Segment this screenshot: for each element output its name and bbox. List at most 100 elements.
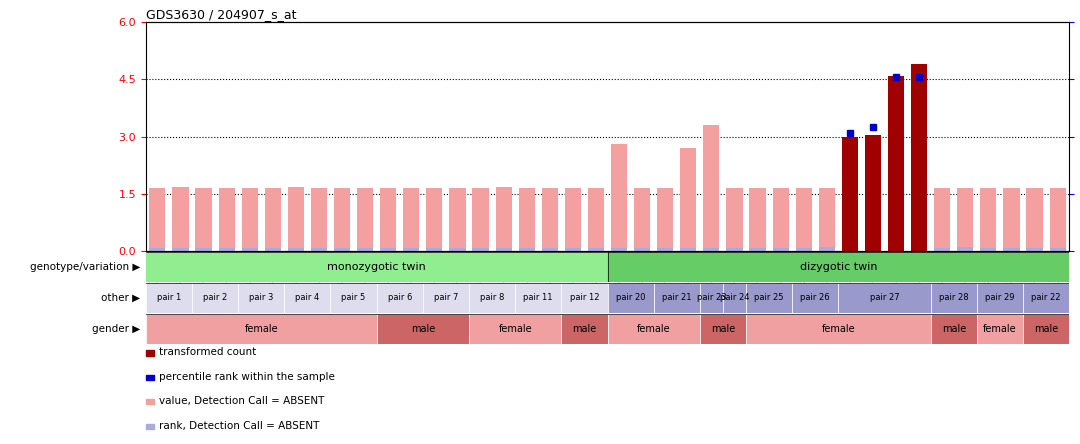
Text: value, Detection Call = ABSENT: value, Detection Call = ABSENT <box>159 396 324 406</box>
Bar <box>311 188 327 251</box>
Text: pair 11: pair 11 <box>524 293 553 302</box>
Bar <box>680 248 697 251</box>
Bar <box>284 283 330 313</box>
Bar <box>357 248 374 251</box>
Bar <box>242 248 258 251</box>
Bar <box>518 248 535 251</box>
Bar <box>838 283 931 313</box>
Bar <box>611 144 627 251</box>
Bar <box>1050 248 1066 251</box>
Bar <box>427 188 443 251</box>
Text: pair 1: pair 1 <box>157 293 181 302</box>
Text: pair 21: pair 21 <box>662 293 691 302</box>
Bar <box>657 188 673 251</box>
Bar <box>562 314 608 344</box>
Bar <box>380 188 396 251</box>
Bar <box>403 188 419 251</box>
Bar <box>496 187 512 251</box>
Bar <box>931 283 977 313</box>
Bar <box>793 283 838 313</box>
Text: pair 6: pair 6 <box>388 293 411 302</box>
Bar <box>146 283 192 313</box>
Text: male: male <box>572 324 596 334</box>
Bar <box>330 283 377 313</box>
Text: pair 26: pair 26 <box>800 293 831 302</box>
Bar <box>977 283 1023 313</box>
Bar <box>377 314 469 344</box>
Bar <box>427 248 443 251</box>
Text: pair 29: pair 29 <box>985 293 1015 302</box>
Bar <box>1026 188 1042 251</box>
Text: transformed count: transformed count <box>159 348 256 357</box>
Bar <box>796 248 812 251</box>
Bar <box>653 283 700 313</box>
Bar <box>469 314 562 344</box>
Bar <box>819 247 835 251</box>
Text: pair 12: pair 12 <box>569 293 599 302</box>
Text: pair 25: pair 25 <box>754 293 784 302</box>
Bar <box>1003 248 1020 251</box>
Text: female: female <box>983 324 1016 334</box>
Bar <box>727 188 743 251</box>
Bar <box>334 248 350 251</box>
Bar <box>934 248 950 251</box>
Bar <box>377 283 423 313</box>
Bar <box>334 188 350 251</box>
Bar <box>542 248 558 251</box>
Bar <box>746 314 931 344</box>
Text: female: female <box>498 324 532 334</box>
Bar <box>588 248 604 251</box>
Bar <box>472 248 488 251</box>
Bar <box>287 248 303 251</box>
Text: pair 24: pair 24 <box>719 293 750 302</box>
Bar <box>680 148 697 251</box>
Bar <box>608 283 653 313</box>
Text: male: male <box>410 324 435 334</box>
Bar <box>608 252 1069 282</box>
Text: pair 8: pair 8 <box>480 293 504 302</box>
Bar <box>1023 283 1069 313</box>
Bar <box>1026 248 1042 251</box>
Bar <box>287 187 303 251</box>
Text: pair 27: pair 27 <box>869 293 900 302</box>
Text: rank, Detection Call = ABSENT: rank, Detection Call = ABSENT <box>159 421 320 431</box>
Bar <box>1023 314 1069 344</box>
Bar <box>588 188 604 251</box>
Bar <box>542 188 558 251</box>
Bar <box>865 135 881 251</box>
Bar <box>772 248 788 251</box>
Bar <box>934 188 950 251</box>
Bar <box>700 314 746 344</box>
Bar <box>265 248 281 251</box>
Bar <box>888 75 904 251</box>
Bar <box>634 188 650 251</box>
Bar <box>311 248 327 251</box>
Text: female: female <box>822 324 855 334</box>
Text: genotype/variation ▶: genotype/variation ▶ <box>30 262 140 272</box>
Bar <box>496 248 512 251</box>
Bar <box>469 283 515 313</box>
Bar <box>750 188 766 251</box>
Bar <box>357 188 374 251</box>
Text: GDS3630 / 204907_s_at: GDS3630 / 204907_s_at <box>146 8 296 21</box>
Bar <box>565 248 581 251</box>
Text: pair 2: pair 2 <box>203 293 227 302</box>
Bar <box>146 314 377 344</box>
Bar <box>957 188 973 251</box>
Text: pair 7: pair 7 <box>434 293 458 302</box>
Bar <box>449 188 465 251</box>
Text: percentile rank within the sample: percentile rank within the sample <box>159 372 335 382</box>
Bar <box>515 283 562 313</box>
Text: gender ▶: gender ▶ <box>92 324 140 334</box>
Text: male: male <box>942 324 966 334</box>
Text: pair 3: pair 3 <box>249 293 273 302</box>
Bar <box>192 283 239 313</box>
Bar <box>195 248 212 251</box>
Bar <box>703 125 719 251</box>
Bar <box>657 248 673 251</box>
Text: pair 4: pair 4 <box>295 293 320 302</box>
Bar <box>957 247 973 251</box>
Bar <box>149 248 165 251</box>
Bar <box>218 248 234 251</box>
Bar <box>562 283 608 313</box>
